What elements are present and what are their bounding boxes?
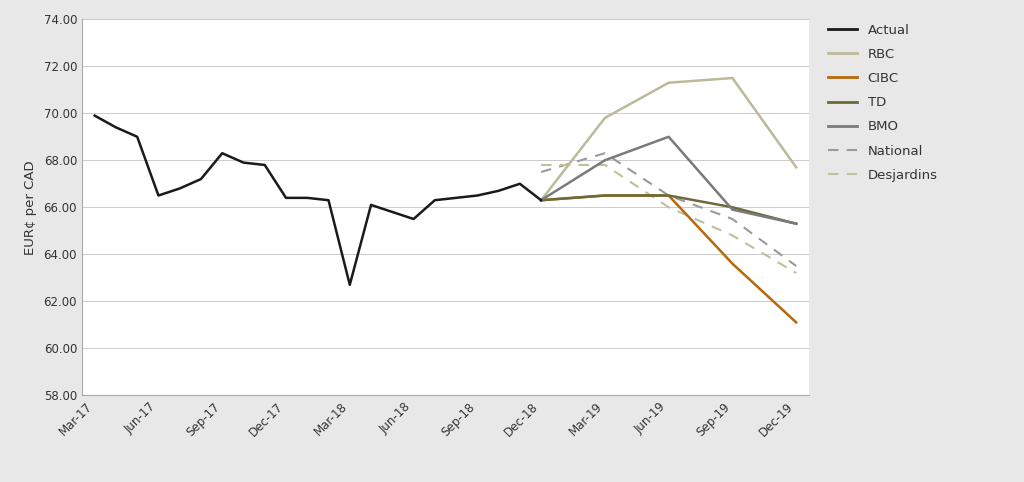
- Legend: Actual, RBC, CIBC, TD, BMO, National, Desjardins: Actual, RBC, CIBC, TD, BMO, National, De…: [823, 18, 943, 187]
- Y-axis label: EUR¢ per CAD: EUR¢ per CAD: [24, 160, 37, 254]
